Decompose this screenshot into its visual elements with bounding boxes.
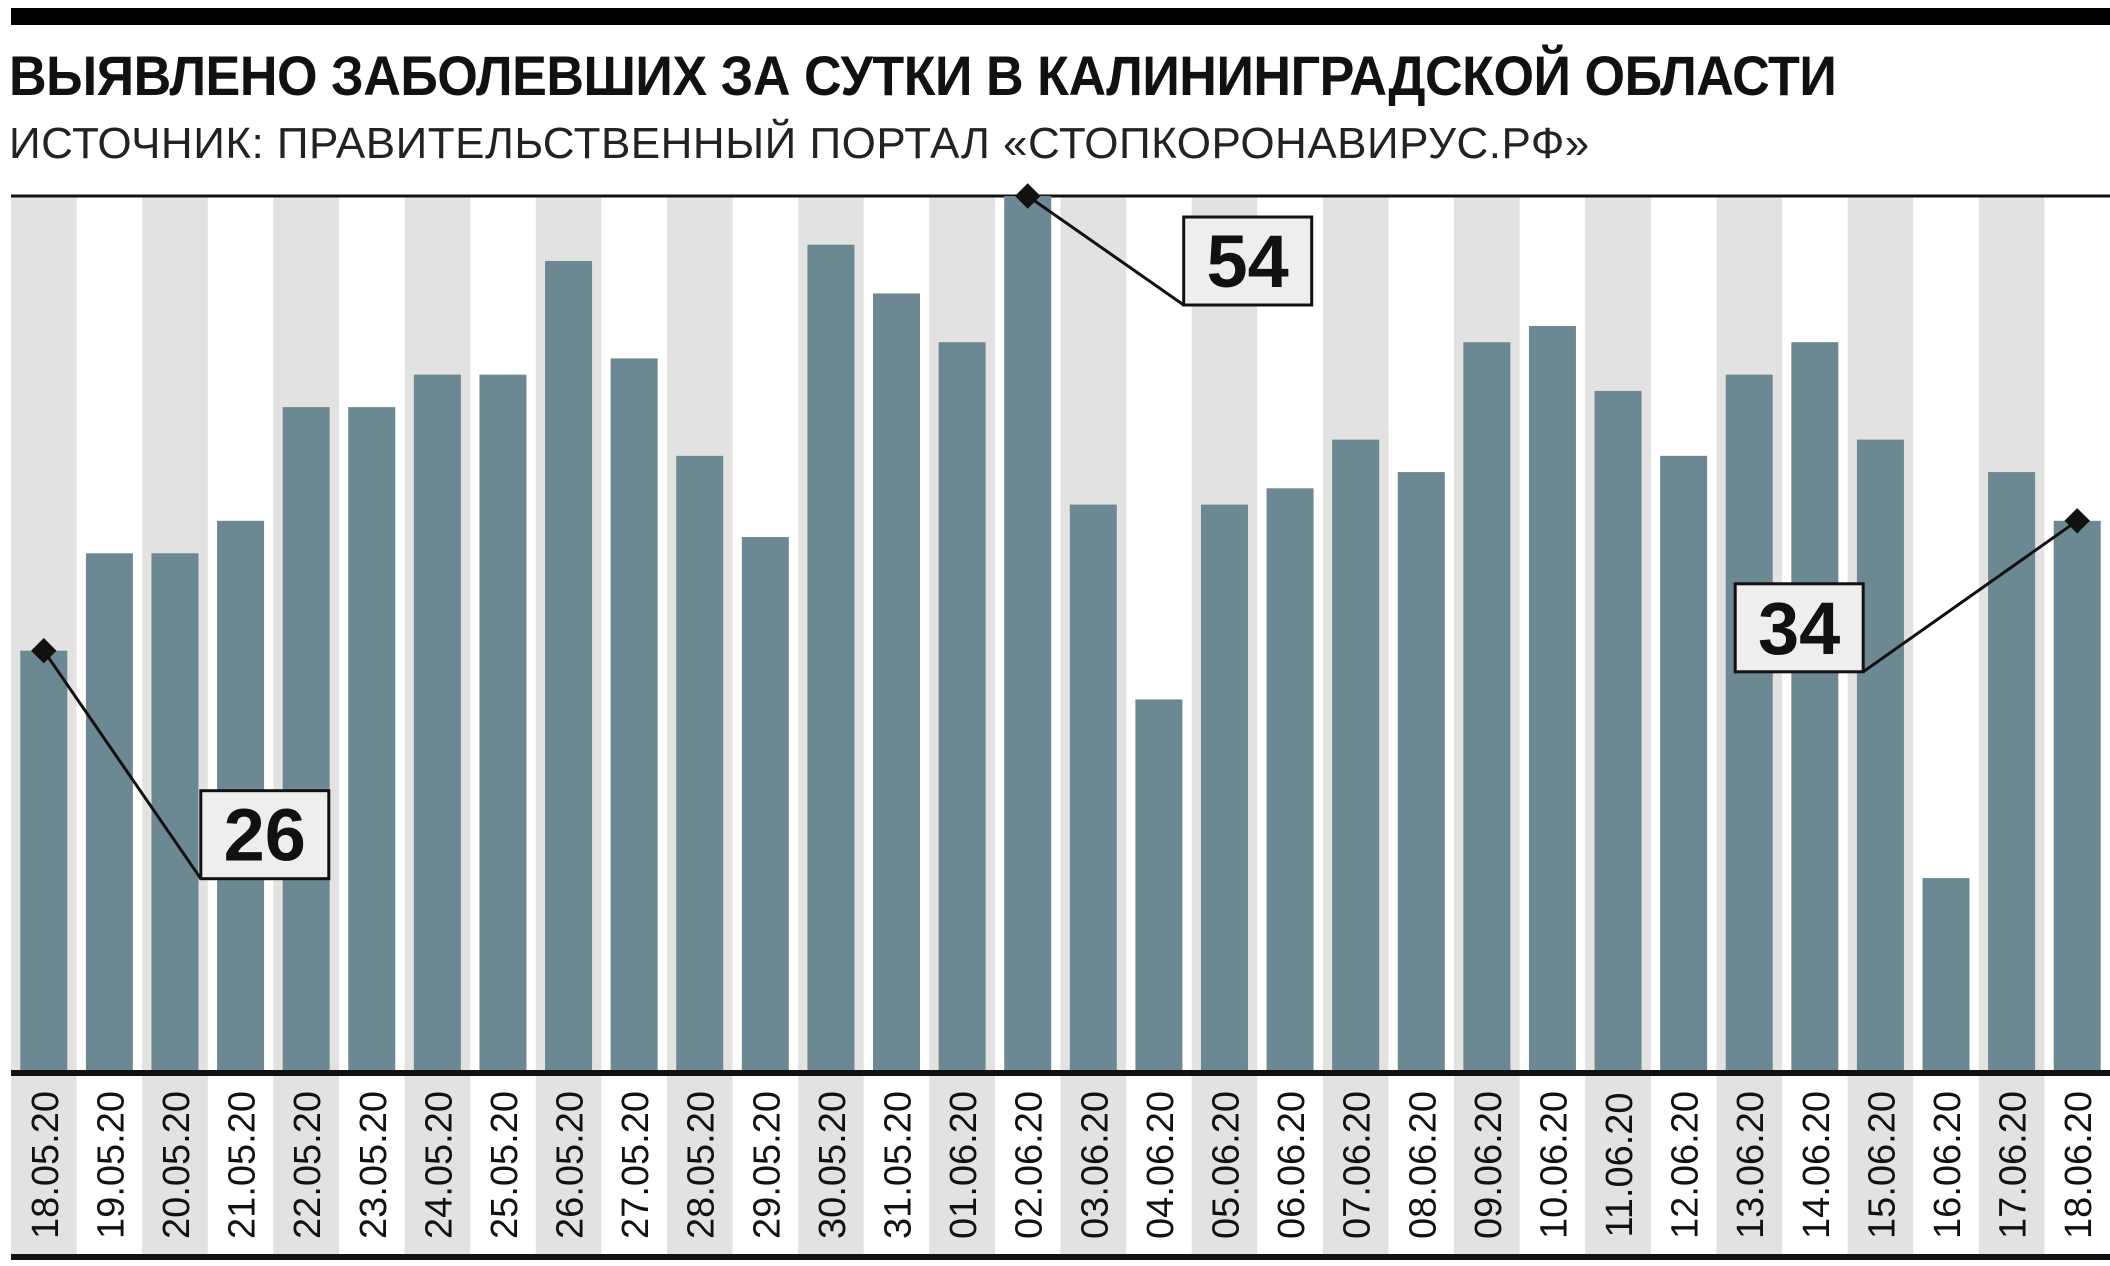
tick-label-20.05.20: 20.05.20: [156, 1091, 198, 1239]
callout-label-18.06.20: 34: [1758, 587, 1840, 670]
bar-04.06.20: [1135, 699, 1183, 1073]
callouts: 26 54 34: [31, 183, 2090, 881]
tick-label-26.05.20: 26.05.20: [550, 1091, 592, 1239]
bar-15.06.20: [1856, 439, 1904, 1073]
bar-01.06.20: [938, 342, 986, 1073]
bar-06.06.20: [1266, 488, 1314, 1074]
bar-25.05.20: [479, 374, 527, 1073]
tick-label-18.06.20: 18.06.20: [2058, 1091, 2100, 1239]
chart-subtitle: ИСТОЧНИК: ПРАВИТЕЛЬСТВЕННЫЙ ПОРТАЛ «СТОП…: [9, 119, 1590, 168]
bar-02.06.20: [1004, 196, 1052, 1073]
bar-26.05.20: [545, 260, 593, 1074]
bar-19.05.20: [85, 553, 133, 1073]
tick-label-21.05.20: 21.05.20: [222, 1091, 264, 1239]
bar-27.05.20: [610, 358, 658, 1073]
tick-label-23.05.20: 23.05.20: [353, 1091, 395, 1239]
bar-08.06.20: [1397, 472, 1445, 1074]
tick-label-31.05.20: 31.05.20: [878, 1091, 920, 1239]
chart-title-regular: ВЫЯВЛЕНО ЗАБОЛЕВШИХ ЗА СУТКИ В: [9, 44, 1024, 107]
tick-label-30.05.20: 30.05.20: [812, 1091, 854, 1239]
tick-label-03.06.20: 03.06.20: [1074, 1091, 1116, 1239]
tick-label-25.05.20: 25.05.20: [484, 1091, 526, 1239]
bar-18.06.20: [2053, 520, 2101, 1073]
bar-17.06.20: [1988, 472, 2036, 1074]
tick-label-29.05.20: 29.05.20: [746, 1091, 788, 1239]
tick-label-08.06.20: 08.06.20: [1402, 1091, 1444, 1239]
tick-label-17.06.20: 17.06.20: [1993, 1091, 2035, 1239]
chart-title: ВЫЯВЛЕНО ЗАБОЛЕВШИХ ЗА СУТКИ В КАЛИНИНГР…: [9, 40, 1837, 112]
tick-label-11.06.20: 11.06.20: [1599, 1092, 1641, 1237]
bar-24.05.20: [413, 374, 461, 1073]
top-rule: [11, 8, 2110, 25]
tick-label-04.06.20: 04.06.20: [1140, 1091, 1182, 1239]
callout-box-18.05.20: [199, 789, 331, 881]
callout-label-18.05.20: 26: [224, 794, 306, 877]
bar-29.05.20: [741, 537, 789, 1073]
bar-30.05.20: [807, 244, 855, 1074]
tick-label-07.06.20: 07.06.20: [1337, 1091, 1379, 1239]
tick-label-28.05.20: 28.05.20: [681, 1091, 723, 1239]
tick-label-15.06.20: 15.06.20: [1861, 1091, 1903, 1239]
callout-box-18.06.20: [1733, 582, 1865, 674]
bar-23.05.20: [348, 407, 396, 1073]
tick-label-12.06.20: 12.06.20: [1665, 1091, 1707, 1239]
chart-title-bold: КАЛИНИНГРАДСКОЙ ОБЛАСТИ: [1037, 44, 1837, 107]
tick-label-05.06.20: 05.06.20: [1205, 1091, 1247, 1239]
callout-box-02.06.20: [1182, 215, 1314, 307]
bar-10.06.20: [1528, 325, 1576, 1073]
bar-22.05.20: [282, 407, 330, 1073]
bar-13.06.20: [1725, 374, 1773, 1073]
tick-label-06.06.20: 06.06.20: [1271, 1091, 1313, 1239]
bar-05.06.20: [1200, 504, 1248, 1073]
callout-label-02.06.20: 54: [1207, 220, 1289, 303]
tick-label-14.06.20: 14.06.20: [1796, 1091, 1838, 1239]
bar-16.06.20: [1922, 878, 1970, 1073]
bar-12.06.20: [1660, 455, 1708, 1074]
callout-leader-18.06.20: [1862, 519, 2079, 674]
tick-label-13.06.20: 13.06.20: [1730, 1091, 1772, 1239]
bar-11.06.20: [1594, 390, 1642, 1073]
tick-label-18.05.20: 18.05.20: [25, 1091, 67, 1239]
bar-03.06.20: [1069, 504, 1117, 1073]
tick-label-22.05.20: 22.05.20: [287, 1091, 329, 1239]
x-tick-labels: 18.05.20 19.05.20 20.05.20 21.05.20 22.05.20…: [25, 1091, 2100, 1239]
bar-18.05.20: [20, 650, 68, 1073]
tick-label-27.05.20: 27.05.20: [615, 1091, 657, 1239]
tick-label-19.05.20: 19.05.20: [90, 1091, 132, 1239]
tick-label-10.06.20: 10.06.20: [1533, 1091, 1575, 1239]
bar-28.05.20: [676, 455, 724, 1074]
bars: [20, 196, 2101, 1074]
tick-label-02.06.20: 02.06.20: [1009, 1091, 1051, 1239]
callout-leader-18.05.20: [42, 649, 203, 880]
bar-14.06.20: [1791, 342, 1839, 1073]
callout-marker-18.05.20: [31, 637, 57, 664]
tick-label-01.06.20: 01.06.20: [943, 1091, 985, 1239]
bar-09.06.20: [1463, 342, 1511, 1073]
tick-label-24.05.20: 24.05.20: [418, 1091, 460, 1239]
tick-label-16.06.20: 16.06.20: [1927, 1091, 1969, 1239]
callout-leader-02.06.20: [1026, 194, 1185, 307]
bar-31.05.20: [873, 293, 921, 1073]
bar-20.05.20: [151, 553, 199, 1073]
bar-07.06.20: [1332, 439, 1380, 1073]
tick-label-09.06.20: 09.06.20: [1468, 1091, 1510, 1239]
